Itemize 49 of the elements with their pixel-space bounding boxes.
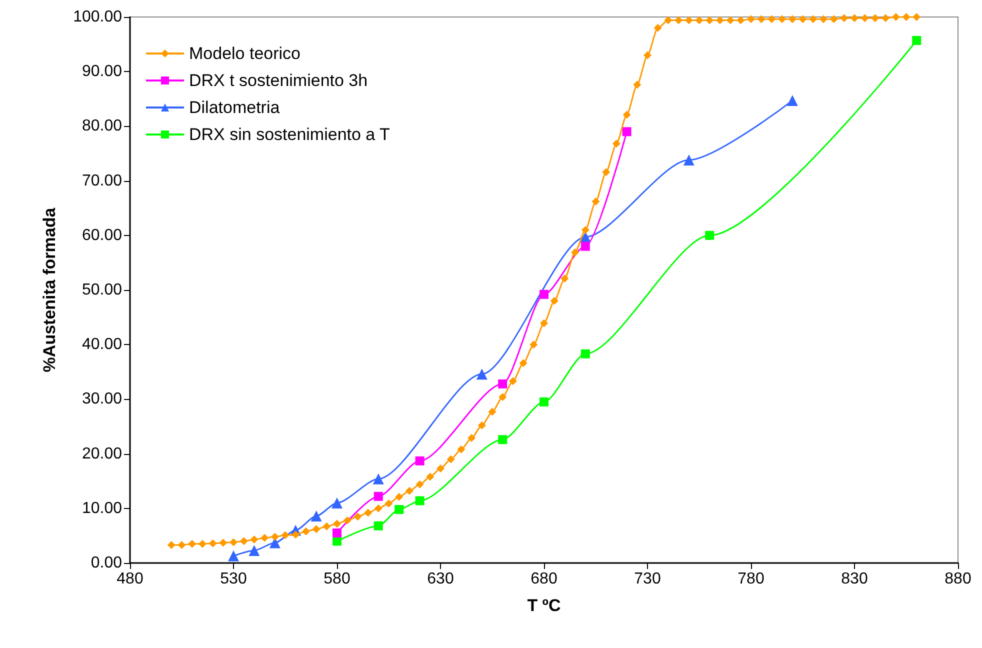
point [580,349,590,358]
point [540,290,548,299]
point [476,368,488,380]
y-tick-label: 80.00 [82,118,122,135]
point [372,473,384,484]
point [540,397,548,406]
legend-label: DRX sin sostenimiento a T [189,125,390,144]
point [498,379,508,388]
point [332,497,342,508]
point [248,544,260,556]
y-tick-label: 50.00 [82,282,122,298]
legend-label: Dilatometria [189,98,280,117]
x-tick-label: 480 [116,570,144,588]
point [415,456,424,466]
y-tick-label: 40.00 [82,336,122,354]
x-tick-label: 580 [324,570,350,588]
x-tick-label: 830 [841,570,868,588]
y-tick-label: 100.00 [73,8,122,26]
point [912,36,922,45]
y-tick-label: 0.00 [90,554,122,572]
x-tick-label: 880 [944,570,972,588]
y-tick-label: 70.00 [82,172,122,190]
x-tick-label: 530 [220,570,247,588]
x-tick-label: 780 [738,570,764,588]
x-tick-label: 630 [427,570,454,588]
point [498,435,508,444]
point [310,510,322,522]
legend-label: Modelo teorico [189,44,301,63]
point [683,154,694,166]
point [394,504,404,514]
y-tick-label: 10.00 [82,500,122,517]
point [415,496,424,506]
legend-label: DRX t sostenimiento 3h [189,71,368,90]
point [374,492,383,501]
x-tick-label: 730 [634,570,661,588]
point [374,521,383,530]
point [786,95,798,106]
point [705,230,714,240]
y-axis-title: %Austenita formada [40,207,59,372]
point [580,242,590,251]
y-tick-label: 20.00 [82,445,122,462]
y-tick-label: 60.00 [82,226,122,244]
point [332,528,342,538]
x-tick-label: 680 [530,570,558,588]
point [622,127,632,136]
x-axis-title: T ºC [527,596,561,615]
point [228,550,239,562]
y-tick-label: 90.00 [82,63,122,80]
y-tick-label: 30.00 [82,390,122,408]
